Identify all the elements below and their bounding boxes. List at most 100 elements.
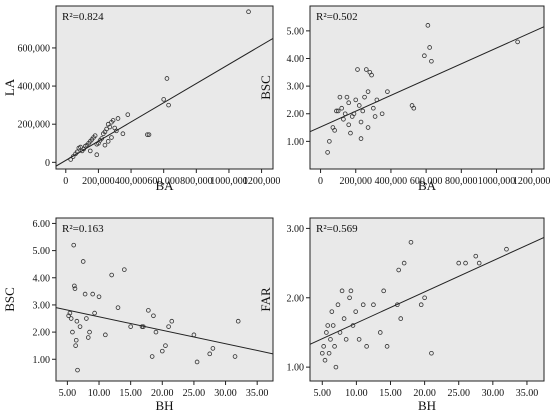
chart-4-data-point <box>330 323 336 328</box>
chart-4-points <box>319 239 509 370</box>
chart-2-data-point <box>332 128 337 133</box>
chart-1-y-tick-label: 0 <box>45 158 50 169</box>
chart-4: 5.00 10.00 15.00 20.00 25.00 30.00 35.00 1.00 2.… <box>258 217 545 413</box>
chart-3-data-point <box>77 324 83 329</box>
chart-3-y-tick-label: 2.00 <box>33 328 51 339</box>
chart-1-y-tick-label: 200,000 <box>18 120 51 131</box>
chart-4-x-tick-label: 25.00 <box>447 388 470 399</box>
chart-2-data-point <box>371 105 376 111</box>
chart-2-data-point <box>356 103 362 108</box>
chart-3-data-point <box>72 283 77 289</box>
chart-3-data-point <box>87 329 92 335</box>
chart-1-data-point <box>125 112 131 117</box>
chart-3-plot-area <box>55 217 274 382</box>
chart-4-data-point <box>328 337 333 342</box>
chart-3-x-tick-label: 5.00 <box>59 388 77 399</box>
chart-3-data-point <box>73 343 78 348</box>
chart-4-data-point <box>504 246 509 252</box>
chart-2-data-point <box>362 94 367 100</box>
chart-3-data-point <box>109 272 114 278</box>
chart-1-data-point <box>107 124 113 130</box>
chart-2-fit-line <box>310 26 544 133</box>
chart-1-x-tick-label: 800,000 <box>180 176 213 187</box>
chart-4-r2-label: R²=0.569 <box>316 223 358 235</box>
chart-3-r2-label: R²=0.163 <box>62 223 104 235</box>
chart-4-data-point <box>371 302 376 308</box>
chart-4-data-point <box>396 267 401 273</box>
chart-3-y-tick-label: 5.00 <box>33 246 51 257</box>
chart-1-data-point <box>110 118 116 123</box>
chart-4-data-point <box>356 337 362 342</box>
chart-1-data-point <box>246 9 251 15</box>
chart-2-data-point <box>337 94 343 100</box>
chart-3-x-tick-label: 10.00 <box>88 388 111 399</box>
chart-4-x-tick-label: 5.00 <box>314 388 332 399</box>
chart-3-x-tick-label: 35.00 <box>246 388 269 399</box>
chart-4-data-point <box>348 288 354 294</box>
chart-1-fit-line <box>56 37 273 167</box>
chart-4-data-point <box>360 302 366 308</box>
chart-1-x-tick-label: 1000,000 <box>210 176 248 187</box>
chart-3-data-point <box>96 294 102 300</box>
chart-4-data-point <box>322 357 328 363</box>
chart-1: 0 200,000 400,000 600,000 800,0001000,000120… <box>2 5 280 193</box>
chart-2-data-point <box>427 45 432 50</box>
chart-3-data-point <box>67 310 73 316</box>
chart-1-data-point <box>145 132 150 137</box>
chart-3-data-point <box>159 348 165 354</box>
chart-3-y-tick-label: 1.00 <box>33 355 51 366</box>
chart-2-data-point <box>365 89 371 94</box>
chart-3-data-point <box>82 291 88 297</box>
chart-2-data-point <box>422 53 427 59</box>
chart-3-x-tick-label: 20.00 <box>151 388 174 399</box>
chart-3-data-point <box>232 354 238 359</box>
chart-3-data-point <box>166 324 171 329</box>
chart-4-data-point <box>422 295 427 301</box>
chart-4-data-point <box>408 239 414 245</box>
chart-4-x-tick-label: 15.00 <box>379 388 402 399</box>
chart-3-data-point <box>115 305 121 310</box>
chart-1-data-point <box>87 148 93 154</box>
chart-3-data-point <box>151 313 156 319</box>
chart-2-data-point <box>515 39 520 45</box>
chart-4-data-point <box>429 350 434 356</box>
chart-3-data-point <box>80 259 86 264</box>
chart-4-data-point <box>335 302 341 308</box>
chart-4-y-axis-title: FAR <box>258 287 273 312</box>
chart-4-data-point <box>364 344 369 349</box>
chart-2-x-tick-label: 800,000 <box>445 176 478 187</box>
chart-3-y-tick-label: 6.00 <box>33 219 51 230</box>
chart-1-data-point <box>109 135 114 140</box>
chart-4-data-point <box>329 309 335 314</box>
chart-4-y-tick-label: 1.00 <box>287 363 305 374</box>
chart-4-data-point <box>476 260 482 266</box>
chart-3: 5.00 10.00 15.00 20.00 25.00 30.00 35.00 1.00 2.… <box>2 217 274 413</box>
chart-3-data-point <box>84 316 89 321</box>
chart-3-data-point <box>90 291 95 297</box>
chart-3-points <box>66 242 241 373</box>
chart-4-x-tick-label: 30.00 <box>482 388 505 399</box>
chart-1-y-tick-label: 600,000 <box>18 43 51 54</box>
chart-3-data-point <box>194 359 200 365</box>
chart-2-x-tick-label: 600,000 <box>410 176 443 187</box>
chart-3-x-tick-label: 30.00 <box>214 388 237 399</box>
chart-3-data-point <box>73 337 79 343</box>
chart-4-x-tick-label: 35.00 <box>516 388 539 399</box>
chart-4-data-point <box>324 330 329 335</box>
chart-2-x-axis-title: BA <box>418 178 437 193</box>
chart-2-data-point <box>339 105 344 111</box>
chart-4-data-point <box>332 344 337 349</box>
chart-3-data-point <box>75 367 80 373</box>
chart-3-data-point <box>72 286 78 291</box>
chart-4-data-point <box>384 344 390 349</box>
chart-2-data-point <box>365 125 371 130</box>
chart-4-data-point <box>418 302 424 308</box>
chart-4-data-point <box>347 295 352 301</box>
chart-1-r2-label: R²=0.824 <box>62 11 104 23</box>
chart-1-data-point <box>104 126 109 132</box>
chart-2-data-point <box>346 122 352 128</box>
chart-2-r2-label: R²=0.502 <box>316 11 358 23</box>
chart-4-data-point <box>473 253 479 259</box>
chart-1-x-tick-label: 0 <box>63 176 68 187</box>
chart-2-y-tick-label: 2.00 <box>287 109 305 120</box>
